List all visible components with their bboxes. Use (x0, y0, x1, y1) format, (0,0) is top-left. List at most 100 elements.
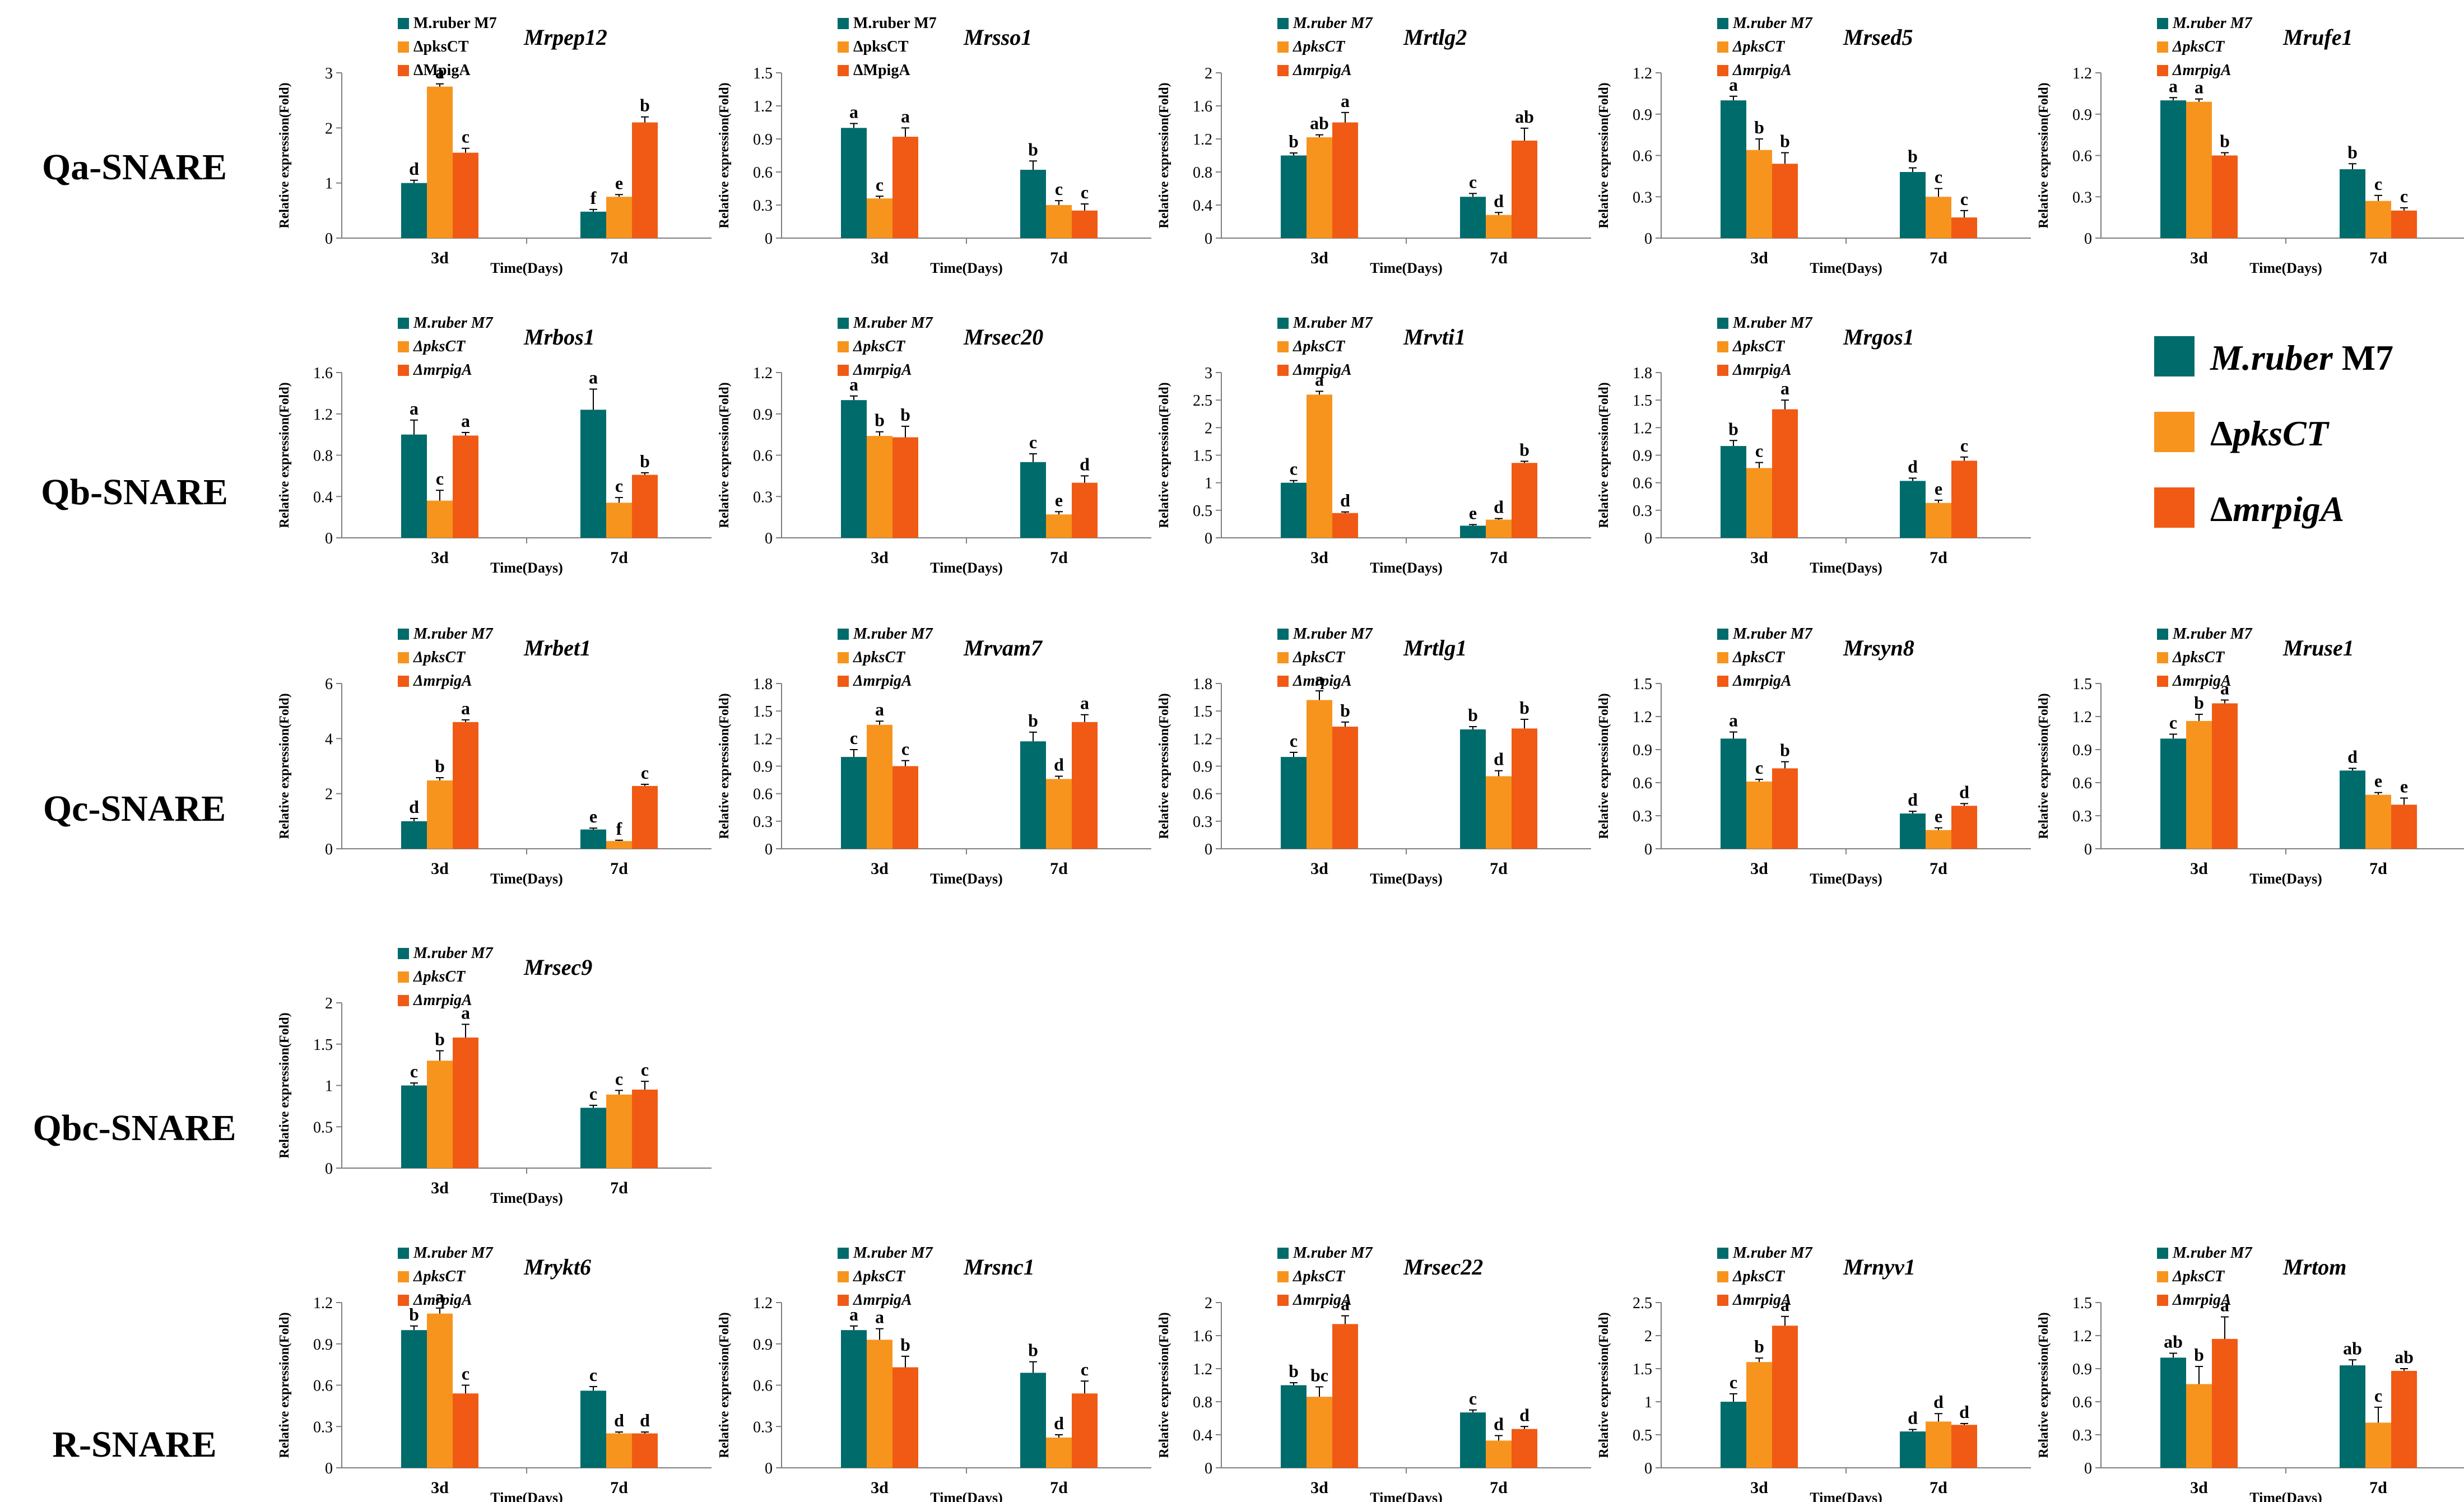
significance-letter: a (435, 1286, 444, 1306)
legend-swatch (1277, 1295, 1289, 1306)
legend-swatch (398, 995, 409, 1006)
significance-letter: a (2169, 76, 2178, 96)
significance-letter: ab (2395, 1347, 2414, 1367)
x-category-label: 3d (431, 1478, 449, 1497)
legend-swatch (1717, 676, 1728, 687)
y-tick-label: 3 (1205, 365, 1212, 382)
y-axis-label: Relative expression(Fold) (717, 693, 732, 839)
big-legend-label: ΔmrpigA (2210, 489, 2344, 529)
significance-letter: c (1029, 432, 1037, 452)
y-tick-label: 0 (765, 530, 773, 547)
x-category-label: 3d (431, 1179, 449, 1197)
significance-letter: d (409, 159, 419, 179)
y-tick-label: 1.6 (1193, 1328, 1212, 1345)
legend-label: ΔmrpigA (413, 672, 472, 690)
significance-letter: d (1908, 456, 1918, 476)
significance-letter: d (1494, 190, 1504, 211)
chart-title: Mrsso1 (963, 25, 1032, 50)
bar-m7-7d (1460, 197, 1486, 238)
chart-mrgos1: 0 0.3 0.6 0.9 1.2 1.5 1.8 Relative expression(F… (1597, 314, 2031, 576)
significance-letter: b (1028, 1340, 1038, 1360)
legend-swatch (398, 971, 409, 983)
y-tick-label: 2 (1205, 420, 1212, 437)
chart-title: Mrvam7 (963, 635, 1043, 661)
bar-pks-3d (2186, 1384, 2212, 1468)
y-tick-label: 0.9 (753, 406, 773, 424)
significance-letter: c (462, 1364, 469, 1384)
legend-swatch (2157, 65, 2168, 76)
chart-title: Mrsnc1 (963, 1254, 1035, 1280)
legend-swatch (1717, 18, 1728, 29)
bar-pks-3d (1307, 394, 1332, 538)
legend-swatch (838, 1271, 849, 1282)
significance-letter: c (2169, 712, 2177, 732)
bar-mrp-3d (892, 137, 918, 238)
y-tick-label: 0 (1205, 1460, 1212, 1477)
y-tick-label: 0.3 (1193, 813, 1212, 831)
x-axis-label: Time(Days) (1370, 1490, 1443, 1502)
y-tick-label: 0 (1644, 1460, 1652, 1477)
y-tick-label: 1.2 (753, 98, 773, 115)
bar-m7-7d (1900, 813, 1926, 849)
x-category-label: 3d (2190, 249, 2208, 267)
significance-letter: c (1290, 731, 1298, 751)
y-tick-label: 1 (1644, 1394, 1652, 1411)
y-tick-label: 2.5 (1193, 392, 1212, 410)
significance-letter: b (1519, 439, 1529, 459)
bar-mrp-7d (1951, 461, 1977, 538)
y-tick-label: 1.2 (2072, 65, 2092, 82)
significance-letter: d (1959, 782, 1969, 802)
significance-letter: e (1935, 478, 1942, 499)
y-tick-label: 0 (1205, 841, 1212, 858)
legend-label: M.ruber M7 (413, 1244, 494, 1262)
bar-mrp-3d (1332, 1324, 1358, 1468)
legend-swatch (1277, 18, 1289, 29)
y-tick-label: 0.6 (2072, 148, 2092, 165)
legend-label: ΔmrpigA (1293, 672, 1352, 690)
significance-letter: c (2374, 174, 2382, 194)
legend-swatch (2157, 1295, 2168, 1306)
y-tick-label: 0.6 (753, 786, 773, 803)
legend-label: ΔpksCT (853, 1268, 906, 1285)
y-tick-label: 0.3 (2072, 1427, 2092, 1444)
significance-letter: d (1908, 789, 1918, 810)
legend-label: ΔpksCT (413, 968, 466, 985)
significance-letter: d (1340, 490, 1350, 510)
legend-label: ΔpksCT (2172, 38, 2225, 55)
significance-letter: d (1494, 749, 1504, 769)
significance-letter: a (849, 1304, 858, 1324)
x-category-label: 3d (1750, 249, 1768, 267)
y-tick-label: 1.2 (2072, 709, 2092, 726)
y-axis-label: Relative expression(Fold) (1597, 82, 1611, 228)
legend-label: ΔpksCT (413, 338, 466, 355)
significance-letter: b (435, 756, 445, 776)
y-tick-label: 0 (765, 1460, 773, 1477)
y-axis-label: Relative expression(Fold) (2037, 82, 2051, 228)
bar-mrp-7d (2391, 1370, 2417, 1468)
bar-m7-7d (1900, 481, 1926, 538)
y-tick-label: 1.5 (1193, 703, 1212, 720)
big-legend-italic: mrpigA (2233, 489, 2344, 529)
legend-label: ΔpksCT (2172, 1268, 2225, 1285)
significance-letter: c (1935, 167, 1942, 187)
y-tick-label: 0.9 (753, 759, 773, 776)
bar-pks-7d (1486, 519, 1512, 538)
bar-mrp-3d (892, 437, 918, 538)
y-tick-label: 0.3 (753, 1419, 773, 1436)
legend-label: ΔMpigA (413, 62, 471, 79)
legend-swatch (1717, 1295, 1728, 1306)
y-tick-label: 1.5 (2072, 1295, 2092, 1312)
significance-letter: a (1780, 1295, 1789, 1315)
bar-pks-3d (867, 724, 892, 849)
legend-label: ΔmrpigA (413, 361, 472, 379)
significance-letter: c (2374, 1385, 2382, 1406)
bar-mrp-3d (892, 766, 918, 849)
bar-pks-7d (1486, 1440, 1512, 1468)
bar-mrp-3d (453, 722, 478, 849)
significance-letter: f (616, 819, 622, 839)
y-tick-label: 1.2 (753, 365, 773, 382)
bar-pks-3d (1746, 1362, 1772, 1468)
bar-m7-7d (580, 1108, 606, 1168)
significance-letter: e (1055, 490, 1063, 510)
x-axis-label: Time(Days) (1810, 560, 1882, 576)
